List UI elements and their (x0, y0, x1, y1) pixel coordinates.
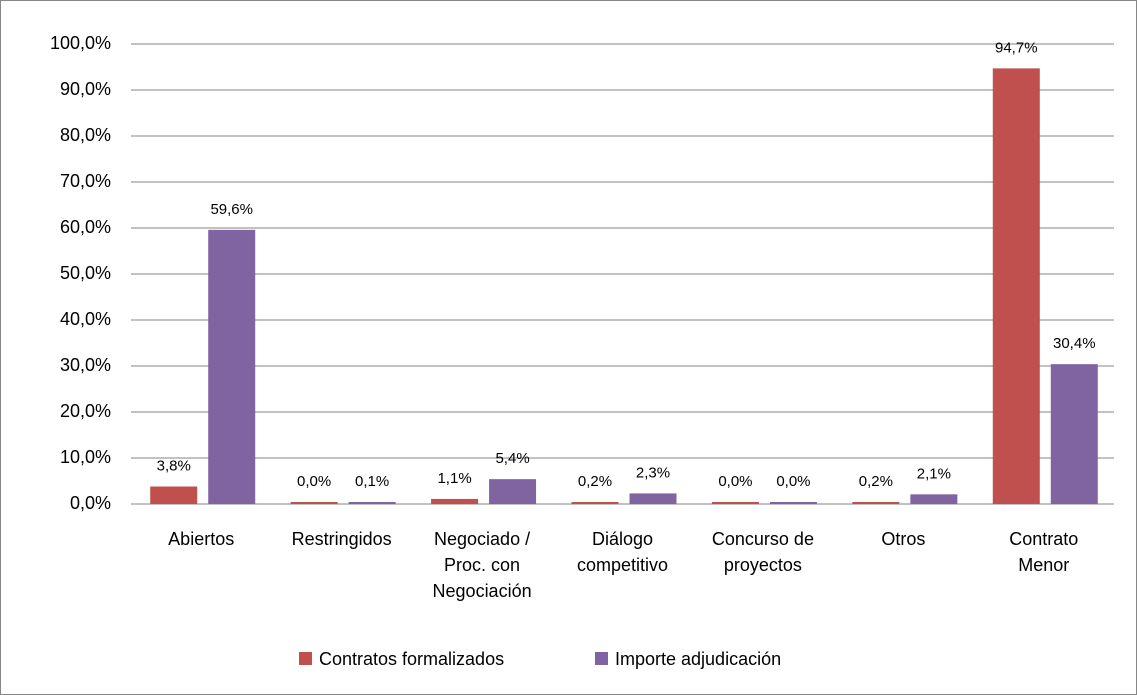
bar (992, 68, 1040, 504)
y-tick-label: 20,0% (60, 401, 111, 421)
data-label: 1,1% (437, 470, 471, 487)
x-tick-label: Diálogo competitivo (576, 529, 669, 575)
bar (290, 502, 338, 504)
data-label: 3,8% (157, 457, 191, 474)
x-tick-label: Negociado / Proc. con Negociación (432, 529, 532, 601)
data-label: 0,2% (578, 473, 612, 490)
bar (571, 502, 619, 504)
y-tick-label: 100,0% (50, 33, 111, 53)
bar (1050, 364, 1098, 504)
y-tick-label: 0,0% (70, 493, 111, 513)
legend-swatch (595, 652, 608, 665)
bar (852, 502, 900, 504)
bar (489, 479, 537, 504)
x-tick-label: Abiertos (168, 529, 235, 549)
data-label: 2,1% (917, 465, 951, 482)
x-tick-label: Otros (881, 529, 926, 549)
bar (769, 502, 817, 504)
legend-swatch (299, 652, 312, 665)
x-tick-label: Concurso de proyectos (711, 529, 814, 575)
data-label: 5,4% (495, 450, 529, 467)
data-label: 94,7% (995, 39, 1038, 56)
x-tick-label: Restringidos (291, 529, 392, 549)
y-tick-label: 50,0% (60, 263, 111, 283)
data-label: 0,0% (297, 473, 331, 490)
data-label: 0,1% (355, 473, 389, 490)
x-tick-label: Contrato Menor (1009, 529, 1079, 575)
legend-label: Importe adjudicación (615, 649, 781, 669)
y-tick-label: 30,0% (60, 355, 111, 375)
data-label: 59,6% (210, 201, 253, 218)
bar (348, 502, 396, 504)
data-label: 0,0% (718, 473, 752, 490)
data-label: 2,3% (636, 464, 670, 481)
y-tick-label: 90,0% (60, 79, 111, 99)
bar (711, 502, 759, 504)
bar (150, 486, 198, 504)
y-tick-label: 10,0% (60, 447, 111, 467)
y-tick-label: 60,0% (60, 217, 111, 237)
bar (431, 498, 479, 504)
bar (910, 494, 958, 504)
data-label: 0,0% (776, 473, 810, 490)
y-tick-label: 40,0% (60, 309, 111, 329)
legend-label: Contratos formalizados (319, 649, 504, 669)
data-label: 30,4% (1053, 335, 1096, 352)
data-label: 0,2% (859, 473, 893, 490)
y-tick-label: 80,0% (60, 125, 111, 145)
bar (208, 229, 256, 504)
y-tick-label: 70,0% (60, 171, 111, 191)
bar (629, 493, 677, 504)
